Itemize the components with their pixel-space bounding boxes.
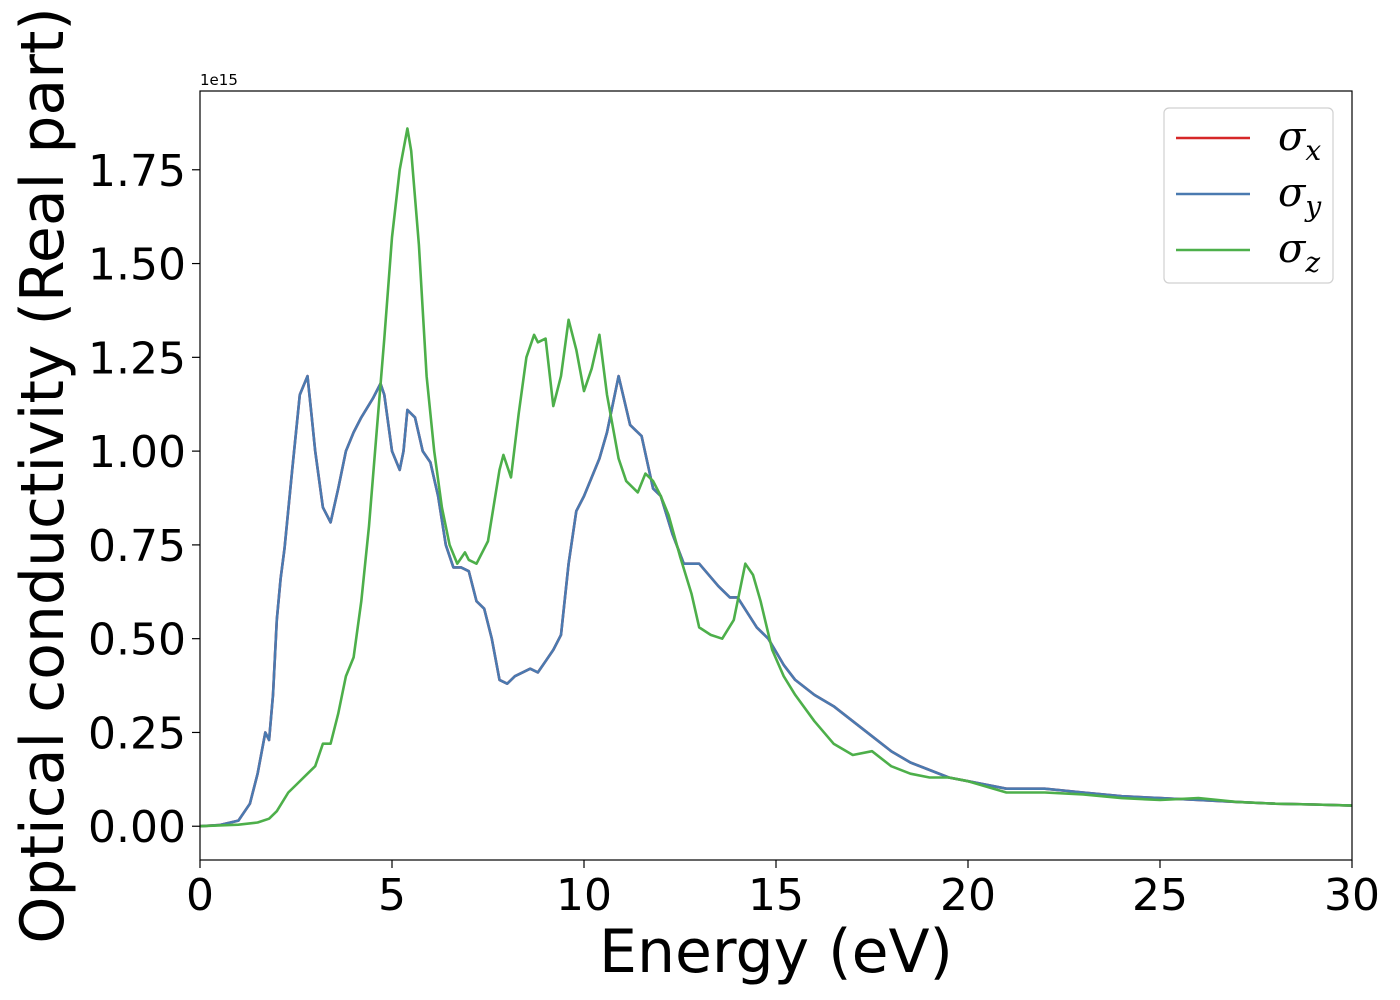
x-tick-label: 30 — [1324, 870, 1380, 921]
legend-item-x: σx — [1176, 114, 1321, 167]
x-tick-label: 20 — [940, 870, 996, 921]
series-layer — [200, 127, 1352, 828]
y-tick-label: 0.75 — [88, 521, 186, 572]
series-line-y — [200, 374, 1352, 828]
y-tick-label: 1.25 — [88, 333, 186, 384]
legend-label: σz — [1278, 226, 1320, 279]
y-tick-label: 0.25 — [88, 708, 186, 759]
y-tick-label: 1.75 — [88, 146, 186, 197]
legend-label: σx — [1278, 114, 1321, 167]
y-axis-title: Optical conductivity (Real part) — [8, 7, 78, 944]
series-line-z — [200, 127, 1352, 828]
y-tick-label: 0.50 — [88, 615, 186, 666]
legend-item-y: σy — [1176, 170, 1322, 223]
x-tick-label: 0 — [186, 870, 214, 921]
x-tick-label: 5 — [378, 870, 406, 921]
x-axis-title: Energy (eV) — [599, 917, 953, 987]
x-axis: 0 5 10 15 20 25 30 — [186, 860, 1380, 921]
y-axis: 0.00 0.25 0.50 0.75 1.00 1.25 1.50 1.75 — [88, 146, 200, 853]
legend-box — [1163, 107, 1334, 284]
y-tick-label: 1.00 — [88, 427, 186, 478]
y-tick-label: 0.00 — [88, 802, 186, 853]
x-tick-label: 10 — [556, 870, 612, 921]
x-tick-label: 25 — [1132, 870, 1188, 921]
y-tick-label: 1.50 — [88, 240, 186, 291]
legend-label: σy — [1278, 170, 1322, 223]
x-tick-label: 15 — [748, 870, 804, 921]
legend-item-z: σz — [1176, 226, 1320, 279]
y-offset-text: 1e15 — [200, 71, 238, 89]
